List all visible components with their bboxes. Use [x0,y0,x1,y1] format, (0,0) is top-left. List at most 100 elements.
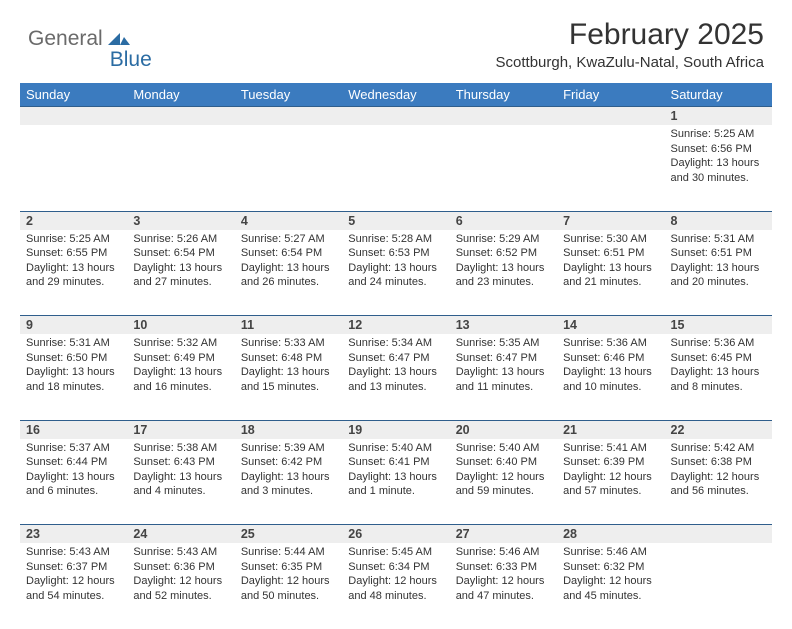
day-details: Sunrise: 5:36 AMSunset: 6:46 PMDaylight:… [557,334,664,398]
day-number-cell: 23 [20,525,127,544]
day-content-cell: Sunrise: 5:31 AMSunset: 6:50 PMDaylight:… [20,334,127,420]
day-number-cell: 1 [665,107,772,126]
day-content-cell: Sunrise: 5:31 AMSunset: 6:51 PMDaylight:… [665,230,772,316]
day-number: 1 [665,107,772,125]
day-details: Sunrise: 5:36 AMSunset: 6:45 PMDaylight:… [665,334,772,398]
day-number-cell: 3 [127,211,234,230]
day-number-cell: 14 [557,316,664,335]
day-details: Sunrise: 5:37 AMSunset: 6:44 PMDaylight:… [20,439,127,503]
day-number: 4 [235,212,342,230]
day-number-cell: 2 [20,211,127,230]
weekday-header-row: Sunday Monday Tuesday Wednesday Thursday… [20,83,772,107]
day-content-cell: Sunrise: 5:42 AMSunset: 6:38 PMDaylight:… [665,439,772,525]
day-content-cell: Sunrise: 5:32 AMSunset: 6:49 PMDaylight:… [127,334,234,420]
day-details: Sunrise: 5:31 AMSunset: 6:50 PMDaylight:… [20,334,127,398]
day-content-cell [20,125,127,211]
day-details: Sunrise: 5:44 AMSunset: 6:35 PMDaylight:… [235,543,342,607]
day-number-row: 9101112131415 [20,316,772,335]
day-content-cell: Sunrise: 5:35 AMSunset: 6:47 PMDaylight:… [450,334,557,420]
day-details: Sunrise: 5:46 AMSunset: 6:33 PMDaylight:… [450,543,557,607]
day-number-cell [450,107,557,126]
weekday-header: Wednesday [342,83,449,107]
day-content-cell: Sunrise: 5:45 AMSunset: 6:34 PMDaylight:… [342,543,449,629]
day-number-cell [127,107,234,126]
day-details: Sunrise: 5:33 AMSunset: 6:48 PMDaylight:… [235,334,342,398]
day-number: 26 [342,525,449,543]
day-number-cell: 22 [665,420,772,439]
day-number-cell: 25 [235,525,342,544]
weekday-header: Sunday [20,83,127,107]
day-number: 28 [557,525,664,543]
page-title: February 2025 [496,18,764,52]
day-details: Sunrise: 5:40 AMSunset: 6:40 PMDaylight:… [450,439,557,503]
day-content-row: Sunrise: 5:37 AMSunset: 6:44 PMDaylight:… [20,439,772,525]
weekday-header: Saturday [665,83,772,107]
weekday-header: Monday [127,83,234,107]
day-number-cell: 7 [557,211,664,230]
day-content-cell: Sunrise: 5:37 AMSunset: 6:44 PMDaylight:… [20,439,127,525]
day-number-cell: 5 [342,211,449,230]
day-number-row: 1 [20,107,772,126]
day-number: 6 [450,212,557,230]
day-number-row: 16171819202122 [20,420,772,439]
day-details: Sunrise: 5:43 AMSunset: 6:36 PMDaylight:… [127,543,234,607]
logo-text-general: General [28,27,103,51]
day-content-cell: Sunrise: 5:28 AMSunset: 6:53 PMDaylight:… [342,230,449,316]
title-block: February 2025 Scottburgh, KwaZulu-Natal,… [496,18,764,71]
logo: General Blue [28,18,152,60]
day-content-cell [342,125,449,211]
day-number: 24 [127,525,234,543]
day-number-cell: 26 [342,525,449,544]
day-details: Sunrise: 5:34 AMSunset: 6:47 PMDaylight:… [342,334,449,398]
day-number: 22 [665,421,772,439]
day-number: 3 [127,212,234,230]
day-number-cell: 8 [665,211,772,230]
day-content-row: Sunrise: 5:31 AMSunset: 6:50 PMDaylight:… [20,334,772,420]
day-number-cell [235,107,342,126]
day-content-cell: Sunrise: 5:40 AMSunset: 6:40 PMDaylight:… [450,439,557,525]
day-number-cell [665,525,772,544]
day-content-cell: Sunrise: 5:26 AMSunset: 6:54 PMDaylight:… [127,230,234,316]
day-number: 15 [665,316,772,334]
day-number: 11 [235,316,342,334]
day-number-cell: 18 [235,420,342,439]
day-number: 19 [342,421,449,439]
day-number-cell: 27 [450,525,557,544]
day-number-cell: 28 [557,525,664,544]
day-content-cell: Sunrise: 5:44 AMSunset: 6:35 PMDaylight:… [235,543,342,629]
day-number: 10 [127,316,234,334]
day-content-cell: Sunrise: 5:43 AMSunset: 6:36 PMDaylight:… [127,543,234,629]
day-number-cell: 21 [557,420,664,439]
day-content-cell: Sunrise: 5:30 AMSunset: 6:51 PMDaylight:… [557,230,664,316]
day-number: 17 [127,421,234,439]
day-number-row: 232425262728 [20,525,772,544]
day-content-row: Sunrise: 5:43 AMSunset: 6:37 PMDaylight:… [20,543,772,629]
day-number: 18 [235,421,342,439]
day-number-cell [557,107,664,126]
day-number: 25 [235,525,342,543]
day-content-row: Sunrise: 5:25 AMSunset: 6:56 PMDaylight:… [20,125,772,211]
day-number-cell: 10 [127,316,234,335]
day-details: Sunrise: 5:29 AMSunset: 6:52 PMDaylight:… [450,230,557,294]
day-content-cell: Sunrise: 5:36 AMSunset: 6:45 PMDaylight:… [665,334,772,420]
day-details: Sunrise: 5:43 AMSunset: 6:37 PMDaylight:… [20,543,127,607]
day-number: 21 [557,421,664,439]
day-number-cell [20,107,127,126]
day-content-cell: Sunrise: 5:41 AMSunset: 6:39 PMDaylight:… [557,439,664,525]
day-details: Sunrise: 5:45 AMSunset: 6:34 PMDaylight:… [342,543,449,607]
day-details: Sunrise: 5:42 AMSunset: 6:38 PMDaylight:… [665,439,772,503]
logo-text-blue: Blue [110,48,152,72]
day-number: 13 [450,316,557,334]
day-details: Sunrise: 5:32 AMSunset: 6:49 PMDaylight:… [127,334,234,398]
day-number: 7 [557,212,664,230]
day-number-cell: 17 [127,420,234,439]
day-number: 23 [20,525,127,543]
day-number-cell [342,107,449,126]
header: General Blue February 2025 Scottburgh, K… [0,0,792,79]
day-number: 27 [450,525,557,543]
day-number-cell: 19 [342,420,449,439]
day-details: Sunrise: 5:39 AMSunset: 6:42 PMDaylight:… [235,439,342,503]
day-content-cell: Sunrise: 5:43 AMSunset: 6:37 PMDaylight:… [20,543,127,629]
weekday-header: Thursday [450,83,557,107]
day-content-cell [235,125,342,211]
